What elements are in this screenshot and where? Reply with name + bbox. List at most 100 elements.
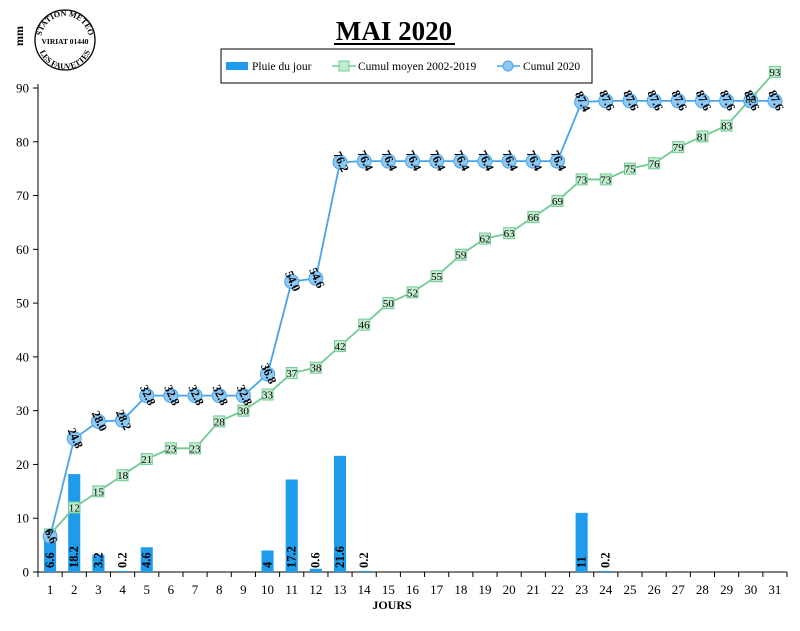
cum-marker: [622, 93, 638, 109]
avg-marker: [696, 130, 709, 143]
y-tick-label: 40: [16, 349, 29, 364]
y-tick-label: 70: [16, 188, 29, 203]
cum-marker: [453, 153, 469, 169]
cum-marker: [308, 270, 324, 286]
cum-point-label: 87.6: [620, 88, 642, 113]
x-tick-label: 22: [551, 582, 564, 597]
y-tick-label: 80: [16, 134, 29, 149]
x-tick-label: 2: [71, 582, 78, 597]
cum-marker: [235, 388, 251, 404]
avg-point-label: 38: [310, 363, 322, 375]
cum-point-label: 36.8: [258, 361, 280, 386]
x-tick-label: 29: [720, 582, 733, 597]
rain-bar: [599, 570, 612, 572]
avg-marker: [406, 286, 419, 299]
x-tick-label: 27: [672, 582, 686, 597]
x-tick-label: 15: [382, 582, 395, 597]
avg-marker: [140, 453, 153, 466]
cum-marker: [646, 93, 662, 109]
x-tick-label: 8: [216, 582, 223, 597]
y-tick-label: 0: [23, 565, 30, 580]
avg-point-label: 73: [576, 174, 588, 186]
cum-point-label: 76.4: [451, 148, 473, 173]
avg-marker: [92, 485, 105, 498]
x-tick-label: 24: [599, 582, 613, 597]
x-tick-label: 21: [527, 582, 540, 597]
station-stamp-logo: STATION METEO VIRIAT 01440 LES FAUVETTES: [34, 9, 96, 71]
cum-marker: [574, 94, 590, 110]
avg-marker: [768, 65, 781, 78]
x-tick-label: 23: [575, 582, 588, 597]
x-tick-label: 1: [47, 582, 54, 597]
legend-label-rain: Pluie du jour: [252, 61, 312, 73]
cum-marker: [719, 93, 735, 109]
y-tick-label: 10: [16, 511, 29, 526]
rain-bar-label: 17.2: [285, 546, 299, 568]
avg-point-label: 30: [238, 406, 250, 418]
y-tick-label: 20: [16, 457, 29, 472]
avg-marker: [68, 501, 81, 514]
avg-marker: [430, 270, 443, 283]
legend-swatch-avg: [338, 60, 350, 72]
svg-text:LES FAUVETTES: LES FAUVETTES: [38, 48, 92, 71]
rain-bar-label: 0.2: [115, 552, 129, 568]
avg-line: [49, 71, 776, 535]
rain-bar: [309, 568, 322, 572]
avg-point-label: 7: [47, 529, 53, 541]
legend-label-avg: Cumul moyen 2002-2019: [358, 61, 476, 73]
avg-point-label: 52: [407, 287, 418, 299]
y-tick-label: 50: [16, 296, 29, 311]
cum-point-label: 76.2: [330, 149, 352, 174]
cum-point-label: 32.8: [210, 383, 232, 408]
avg-point-label: 69: [552, 196, 564, 208]
cum-marker: [501, 153, 517, 169]
cum-marker: [405, 153, 420, 169]
rain-bar-label: 18.2: [67, 546, 81, 568]
cum-marker: [525, 153, 541, 169]
cum-marker: [211, 388, 227, 404]
rain-bar-label: 3.2: [91, 552, 105, 568]
cum-point-label: 87.6: [669, 88, 691, 113]
cum-point-label: 87.6: [717, 88, 739, 113]
rain-bar: [68, 474, 81, 572]
cum-marker: [90, 413, 106, 429]
avg-marker: [309, 361, 322, 374]
cum-marker: [598, 93, 614, 109]
avg-point-label: 23: [165, 443, 177, 455]
avg-point-label: 37: [286, 368, 298, 380]
cum-marker: [260, 366, 276, 382]
x-tick-label: 18: [454, 582, 467, 597]
rain-bars: [44, 455, 612, 572]
x-tick-label: 14: [358, 582, 372, 597]
cum-marker: [767, 93, 783, 109]
avg-marker: [334, 340, 347, 353]
avg-point-label: 93: [769, 67, 781, 79]
rain-bar-label: 21.6: [333, 546, 347, 568]
cum-point-label: 87.6: [596, 88, 618, 113]
x-tick-label: 19: [478, 582, 491, 597]
x-tick-label: 10: [261, 582, 274, 597]
x-tick-label: 12: [309, 582, 322, 597]
avg-point-label: 88: [745, 94, 757, 106]
cum-point-label: 6.6: [42, 526, 61, 546]
x-tick-label: 16: [406, 582, 420, 597]
rain-bar: [92, 554, 105, 572]
cum-point-label: 76.4: [355, 148, 377, 173]
avg-point-label: 63: [504, 228, 516, 240]
avg-marker: [672, 141, 685, 154]
x-tick-label: 31: [768, 582, 781, 597]
cum-point-label: 54.6: [306, 265, 328, 290]
cum-point-label: 32.8: [185, 383, 207, 408]
x-axis-label: JOURS: [372, 598, 412, 612]
cum-point-label: 54.0: [282, 269, 304, 294]
avg-point-label: 59: [455, 250, 467, 262]
cum-point-label: 76.4: [379, 148, 401, 173]
rain-bar-label: 11: [575, 556, 589, 568]
avg-point-label: 81: [697, 131, 708, 143]
rain-bar: [358, 570, 371, 572]
avg-point-label: 12: [69, 502, 80, 514]
x-tick-label: 13: [334, 582, 347, 597]
